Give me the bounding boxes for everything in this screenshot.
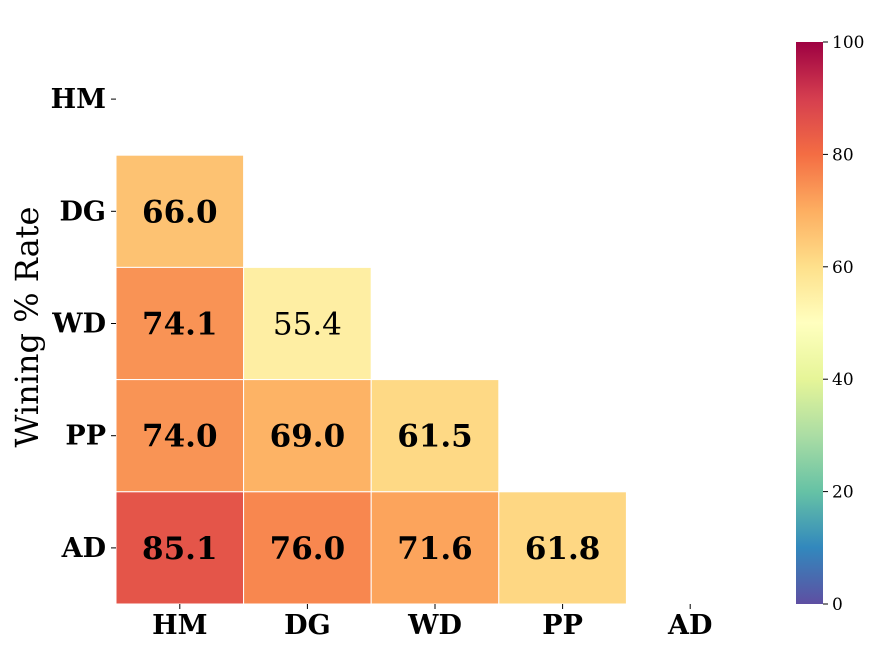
colorbar: 0 20 40 60 80 100	[796, 33, 864, 615]
heatmap-cell	[498, 491, 627, 605]
heatmap-cell	[115, 379, 245, 493]
x-tick-label: WD	[407, 610, 462, 641]
cell-value-label: 74.1	[142, 307, 218, 343]
y-axis: HM DG WD PP AD	[51, 84, 116, 564]
heatmap-cell	[370, 379, 500, 493]
heatmap-cell	[243, 379, 372, 493]
y-tick-label: AD	[61, 533, 106, 564]
colorbar-tick-label: 20	[832, 483, 854, 503]
cell-value-label: 61.5	[397, 419, 473, 455]
heatmap-cell	[243, 491, 372, 605]
colorbar-gradient	[796, 42, 823, 604]
colorbar-tick-label: 0	[832, 595, 843, 615]
y-tick-label: WD	[51, 309, 106, 340]
cell-value-label: 66.0	[142, 194, 218, 230]
cell-value-label: 76.0	[270, 531, 346, 567]
cell-value-label: 85.1	[142, 531, 218, 567]
colorbar-tick-label: 80	[832, 145, 854, 165]
y-tick-label: DG	[60, 196, 106, 227]
cell-value-label: 71.6	[397, 531, 473, 567]
colorbar-tick-label: 60	[832, 258, 854, 278]
heatmap-cell-labels: 66.0 74.1 55.4 74.0 69.0 61.5 85.1 76.0 71.6 61.8	[142, 194, 600, 567]
heatmap-cell	[115, 266, 245, 381]
colorbar-ticks: 0 20 40 60 80 100	[823, 33, 864, 615]
cell-value-label: 74.0	[142, 419, 218, 455]
heatmap-cells	[115, 154, 627, 605]
x-tick-label: AD	[667, 610, 712, 641]
x-tick-label: HM	[152, 610, 207, 641]
heatmap-cell	[115, 154, 245, 268]
cell-value-label: 69.0	[270, 419, 346, 455]
x-tick-label: DG	[284, 610, 330, 641]
x-tick-label: PP	[542, 610, 583, 641]
y-tick-label: HM	[51, 84, 106, 115]
cell-value-label: 55.4	[273, 307, 342, 343]
cell-value-label: 61.8	[525, 531, 601, 567]
colorbar-tick-label: 40	[832, 370, 854, 390]
y-tick-label: PP	[65, 421, 106, 452]
colorbar-tick-label: 100	[832, 33, 864, 53]
x-axis: HM DG WD PP AD	[152, 604, 712, 641]
heatmap-cell	[243, 266, 372, 381]
y-axis-label: Wining % Rate	[8, 207, 46, 448]
